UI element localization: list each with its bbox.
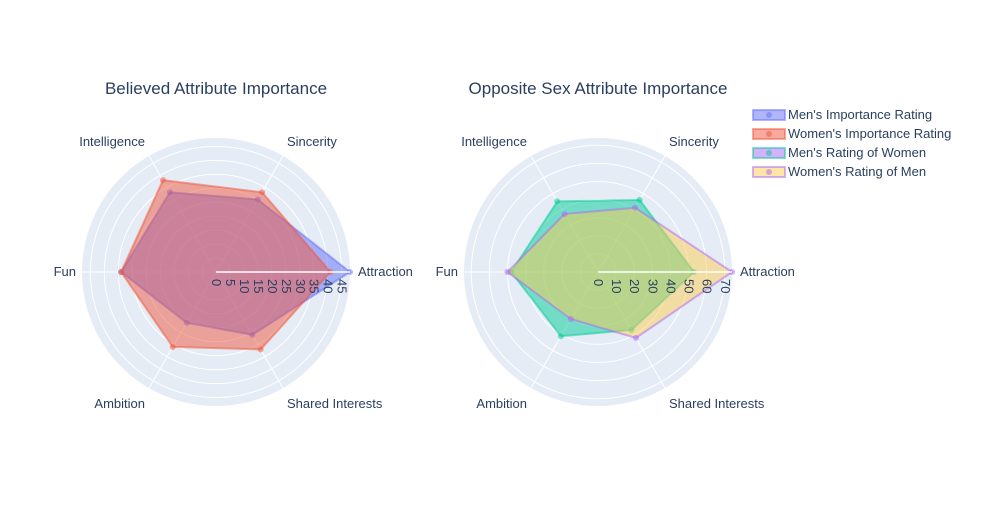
chart-title: Opposite Sex Attribute Importance	[469, 79, 728, 98]
radial-tick-label: 25	[279, 279, 294, 293]
radial-tick-label: 40	[663, 279, 678, 293]
data-point	[259, 189, 266, 196]
legend-item: Men's Rating of Women	[752, 145, 926, 160]
legend-marker	[766, 150, 772, 156]
data-point	[557, 333, 564, 340]
data-point	[633, 334, 640, 341]
chart-title: Believed Attribute Importance	[105, 79, 327, 98]
radial-tick-label: 45	[335, 279, 350, 293]
category-label: Fun	[436, 264, 458, 279]
data-point	[636, 196, 643, 203]
radial-tick-label: 20	[627, 279, 642, 293]
legend-item: Men's Importance Rating	[752, 107, 932, 122]
radial-tick-label: 5	[223, 279, 238, 286]
legend-item: Women's Importance Rating	[752, 126, 951, 141]
category-label: Intelligence	[79, 134, 145, 149]
legend-label: Women's Rating of Men	[788, 164, 926, 179]
category-label: Ambition	[94, 396, 145, 411]
radial-tick-label: 50	[682, 279, 697, 293]
radial-tick-label: 40	[321, 279, 336, 293]
data-point	[257, 346, 264, 353]
data-point	[632, 204, 639, 211]
data-point	[159, 177, 166, 184]
legend-marker	[766, 112, 772, 118]
category-label: Sincerity	[287, 134, 337, 149]
radar-chart-1: Believed Attribute Importance05101520253…	[54, 79, 413, 411]
radial-tick-label: 10	[609, 279, 624, 293]
category-label: Fun	[54, 264, 76, 279]
radial-tick-label: 15	[251, 279, 266, 293]
radial-tick-label: 35	[307, 279, 322, 293]
legend-marker	[766, 131, 772, 137]
radial-tick-label: 60	[700, 279, 715, 293]
legend-marker	[766, 169, 772, 175]
radial-tick-label: 0	[591, 279, 606, 286]
legend: Men's Importance Rating Women's Importanc…	[752, 107, 951, 179]
data-point	[504, 269, 511, 275]
data-point	[561, 210, 568, 217]
radial-tick-label: 10	[237, 279, 252, 293]
radial-tick-label: 20	[265, 279, 280, 293]
radial-tick-label: 0	[209, 279, 224, 286]
category-label: Attraction	[358, 264, 413, 279]
category-label: Ambition	[476, 396, 527, 411]
radial-tick-label: 30	[645, 279, 660, 293]
data-point	[554, 198, 561, 205]
data-point	[169, 343, 176, 350]
legend-item: Women's Rating of Men	[752, 164, 926, 179]
radial-tick-label: 30	[293, 279, 308, 293]
category-label: Sincerity	[669, 134, 719, 149]
category-label: Attraction	[740, 264, 795, 279]
data-point	[567, 316, 574, 323]
category-label: Intelligence	[461, 134, 527, 149]
radar-chart-2: Opposite Sex Attribute Importance 0 10 20 30…	[436, 79, 795, 411]
data-point	[118, 269, 125, 275]
legend-label: Men's Importance Rating	[788, 107, 932, 122]
category-label: Shared Interests	[669, 396, 765, 411]
legend-label: Women's Importance Rating	[788, 126, 951, 141]
category-label: Shared Interests	[287, 396, 383, 411]
legend-label: Men's Rating of Women	[788, 145, 926, 160]
radial-tick-label: 70	[718, 279, 733, 293]
